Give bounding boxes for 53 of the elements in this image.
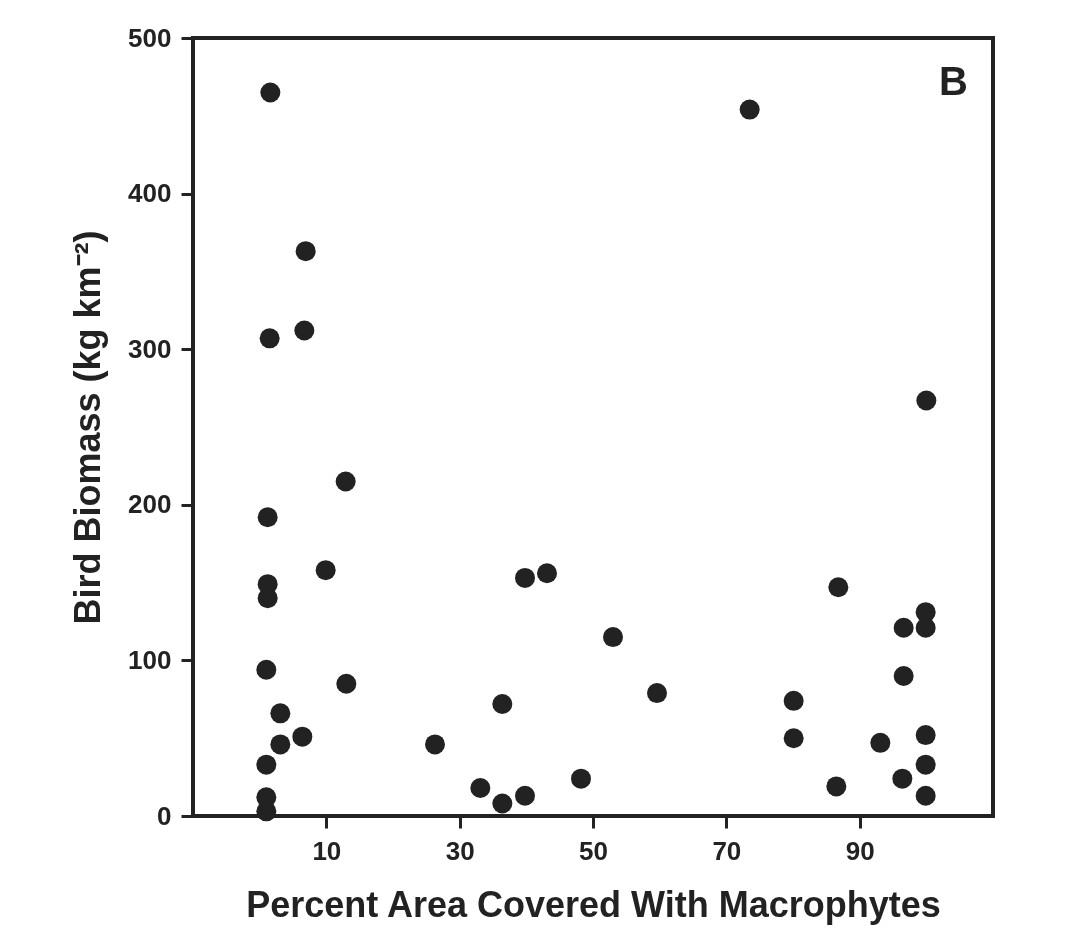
point [826, 776, 847, 797]
x-tick-label: 70 [712, 835, 742, 866]
point [647, 683, 667, 704]
point [425, 734, 445, 755]
point [915, 725, 936, 746]
point [537, 563, 557, 584]
y-tick-label: 400 [128, 178, 172, 209]
point [783, 728, 804, 749]
y-tick-label: 100 [128, 644, 172, 675]
y-tick-label: 200 [128, 489, 172, 520]
x-tick-label: 90 [845, 835, 875, 866]
point [259, 328, 280, 349]
point [892, 768, 913, 789]
point [315, 560, 336, 581]
point [257, 588, 278, 609]
point [336, 673, 357, 694]
point [256, 659, 277, 680]
point [893, 617, 914, 638]
point [492, 793, 513, 814]
point [294, 320, 315, 341]
point [270, 703, 291, 724]
y-axis-title: Bird Biomass (kg km⁻²) [67, 230, 109, 625]
x-tick-label: 10 [312, 835, 342, 866]
x-axis-title: Percent Area Covered With Macrophytes [246, 883, 941, 925]
point [916, 390, 937, 411]
point [470, 778, 491, 798]
point [256, 801, 277, 822]
point [515, 785, 535, 806]
point [915, 754, 936, 775]
x-tick-label: 30 [445, 835, 475, 866]
x-tick-label: 50 [579, 835, 608, 866]
point [915, 617, 936, 638]
point [270, 734, 291, 755]
annotation: B [939, 59, 968, 103]
point [828, 577, 849, 598]
point [295, 241, 316, 262]
point [783, 690, 804, 711]
point [515, 567, 535, 588]
point [257, 507, 278, 528]
point [335, 471, 356, 492]
point [260, 82, 281, 103]
point [492, 693, 513, 714]
point [915, 785, 936, 806]
point [870, 732, 891, 753]
point [603, 627, 623, 648]
point [893, 665, 914, 686]
point [571, 768, 591, 789]
y-tick-label: 300 [128, 333, 172, 364]
y-tick-label: 0 [157, 800, 172, 831]
point [739, 99, 760, 120]
y-tick-label: 500 [128, 22, 172, 53]
point [256, 754, 277, 775]
point [292, 726, 313, 747]
